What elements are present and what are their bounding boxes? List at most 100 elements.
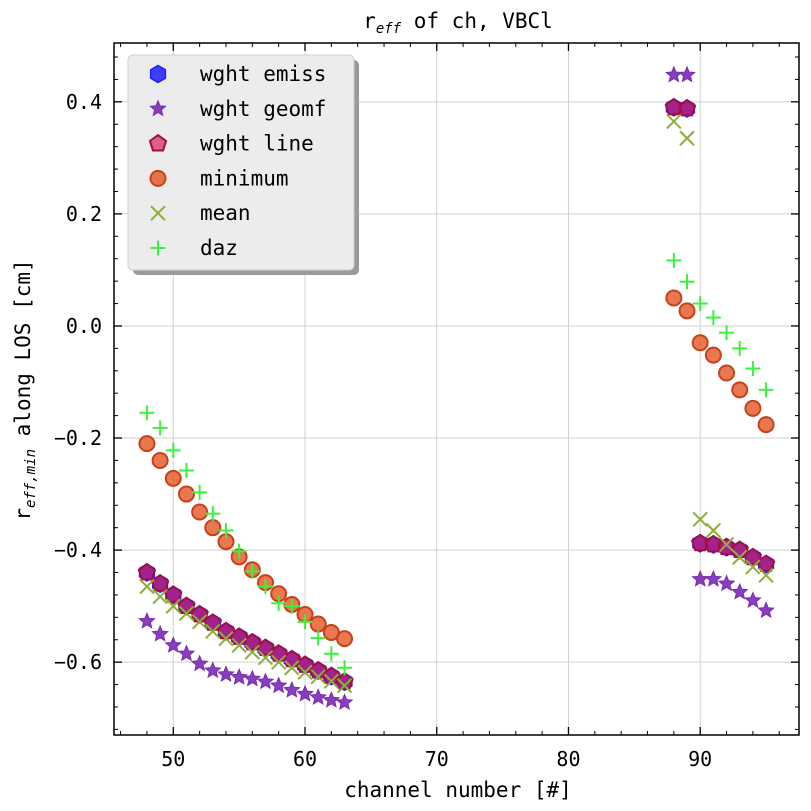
legend-marker-mean bbox=[150, 205, 166, 221]
legend: wght emiss wght geomf wght line minimum mean… bbox=[127, 54, 359, 275]
y-tick-label: 0.0 bbox=[66, 314, 102, 338]
point-wght-geomf bbox=[256, 672, 275, 690]
point-wght-geomf bbox=[203, 661, 222, 679]
point-wght-geomf bbox=[269, 676, 288, 694]
data-marks bbox=[137, 65, 776, 711]
point-wght-geomf bbox=[243, 669, 262, 687]
y-axis-label: reff,min along LOS [cm] bbox=[11, 259, 39, 520]
point-wght-geomf bbox=[177, 644, 196, 662]
axis-ticks: 50 60 70 80 90 0.4 0.2 0.0 −0.2 −0.4 −0.6 bbox=[54, 43, 799, 771]
x-stroke bbox=[178, 605, 195, 622]
point-mean bbox=[758, 567, 774, 584]
point-wght-geomf bbox=[282, 680, 301, 698]
point-mean bbox=[705, 522, 722, 539]
x-stroke bbox=[218, 630, 234, 647]
point-minimum bbox=[731, 381, 749, 399]
point-daz bbox=[732, 340, 748, 356]
point-daz bbox=[666, 252, 682, 268]
y-axis-label-rest: along LOS [cm] bbox=[11, 259, 35, 449]
x-stroke bbox=[666, 113, 682, 130]
legend-marker-daz bbox=[150, 240, 166, 256]
point-wght-line bbox=[137, 562, 157, 581]
x-tick-label: 60 bbox=[293, 747, 317, 771]
point-minimum bbox=[151, 451, 169, 469]
series-mean bbox=[139, 113, 774, 694]
title-main: r bbox=[363, 9, 376, 33]
point-wght-geomf bbox=[164, 636, 183, 653]
point-daz bbox=[165, 442, 181, 458]
series-minimum bbox=[138, 289, 775, 648]
point-mean bbox=[745, 559, 761, 575]
point-wght-geomf bbox=[730, 582, 749, 600]
x-stroke bbox=[191, 614, 208, 630]
point-minimum bbox=[691, 334, 709, 352]
point-mean bbox=[718, 536, 735, 553]
point-wght-line bbox=[704, 534, 723, 553]
point-daz bbox=[692, 296, 708, 312]
point-daz bbox=[758, 382, 774, 398]
y-tick-label: −0.6 bbox=[54, 650, 102, 674]
point-mean bbox=[244, 644, 261, 660]
point-daz bbox=[257, 579, 273, 595]
point-daz bbox=[139, 405, 155, 421]
point-mean bbox=[178, 605, 195, 622]
x-stroke bbox=[718, 536, 735, 553]
point-minimum bbox=[309, 615, 327, 633]
point-daz bbox=[271, 595, 287, 611]
point-mean bbox=[297, 664, 313, 680]
point-minimum bbox=[204, 519, 222, 537]
x-stroke bbox=[152, 588, 168, 605]
point-daz bbox=[297, 614, 313, 630]
point-mean bbox=[336, 677, 353, 694]
chart-title: reff of ch, VBCl bbox=[363, 9, 553, 37]
point-minimum bbox=[191, 503, 209, 521]
x-stroke bbox=[679, 130, 695, 146]
point-daz bbox=[152, 420, 168, 436]
point-daz bbox=[178, 463, 194, 479]
x-stroke bbox=[270, 654, 287, 670]
point-wght-line bbox=[677, 98, 697, 117]
x-tick-label: 50 bbox=[161, 747, 185, 771]
x-stroke bbox=[150, 205, 166, 221]
y-tick-label: −0.2 bbox=[54, 426, 102, 450]
point-mean bbox=[310, 669, 326, 685]
legend-label: wght line bbox=[200, 132, 314, 156]
point-mean bbox=[191, 614, 208, 630]
title-rest: of ch, VBCl bbox=[401, 9, 553, 33]
point-wght-geomf bbox=[296, 684, 314, 702]
legend-marker-minimum bbox=[149, 169, 167, 187]
x-stroke bbox=[705, 522, 722, 539]
point-wght-geomf bbox=[744, 591, 762, 609]
point-mean bbox=[218, 630, 234, 647]
point-minimum bbox=[678, 302, 696, 320]
point-wght-geomf bbox=[322, 690, 341, 708]
x-stroke bbox=[205, 623, 221, 640]
point-minimum bbox=[744, 399, 762, 417]
x-tick-label: 70 bbox=[425, 747, 449, 771]
y-tick-label: 0.4 bbox=[66, 90, 102, 114]
point-minimum bbox=[164, 469, 182, 487]
legend-marker-wght-geomf bbox=[149, 99, 167, 117]
x-stroke bbox=[244, 644, 261, 660]
y-tick-label: 0.2 bbox=[66, 202, 102, 226]
point-daz bbox=[205, 506, 221, 522]
y-axis-label-subscript: eff,min bbox=[23, 449, 39, 508]
point-daz bbox=[337, 660, 353, 676]
point-mean bbox=[257, 649, 274, 666]
legend-label: mean bbox=[200, 201, 251, 225]
point-wght-geomf bbox=[190, 654, 209, 672]
point-wght-geomf bbox=[717, 574, 736, 592]
point-wght-line bbox=[743, 547, 763, 566]
point-daz bbox=[679, 274, 695, 290]
point-minimum bbox=[177, 485, 195, 503]
point-daz bbox=[244, 563, 260, 579]
point-daz bbox=[192, 484, 208, 500]
point-minimum bbox=[757, 416, 775, 434]
x-stroke bbox=[745, 559, 761, 575]
point-daz bbox=[218, 522, 234, 538]
x-stroke bbox=[284, 660, 300, 676]
point-wght-geomf bbox=[230, 667, 248, 685]
point-wght-geomf bbox=[138, 611, 156, 629]
